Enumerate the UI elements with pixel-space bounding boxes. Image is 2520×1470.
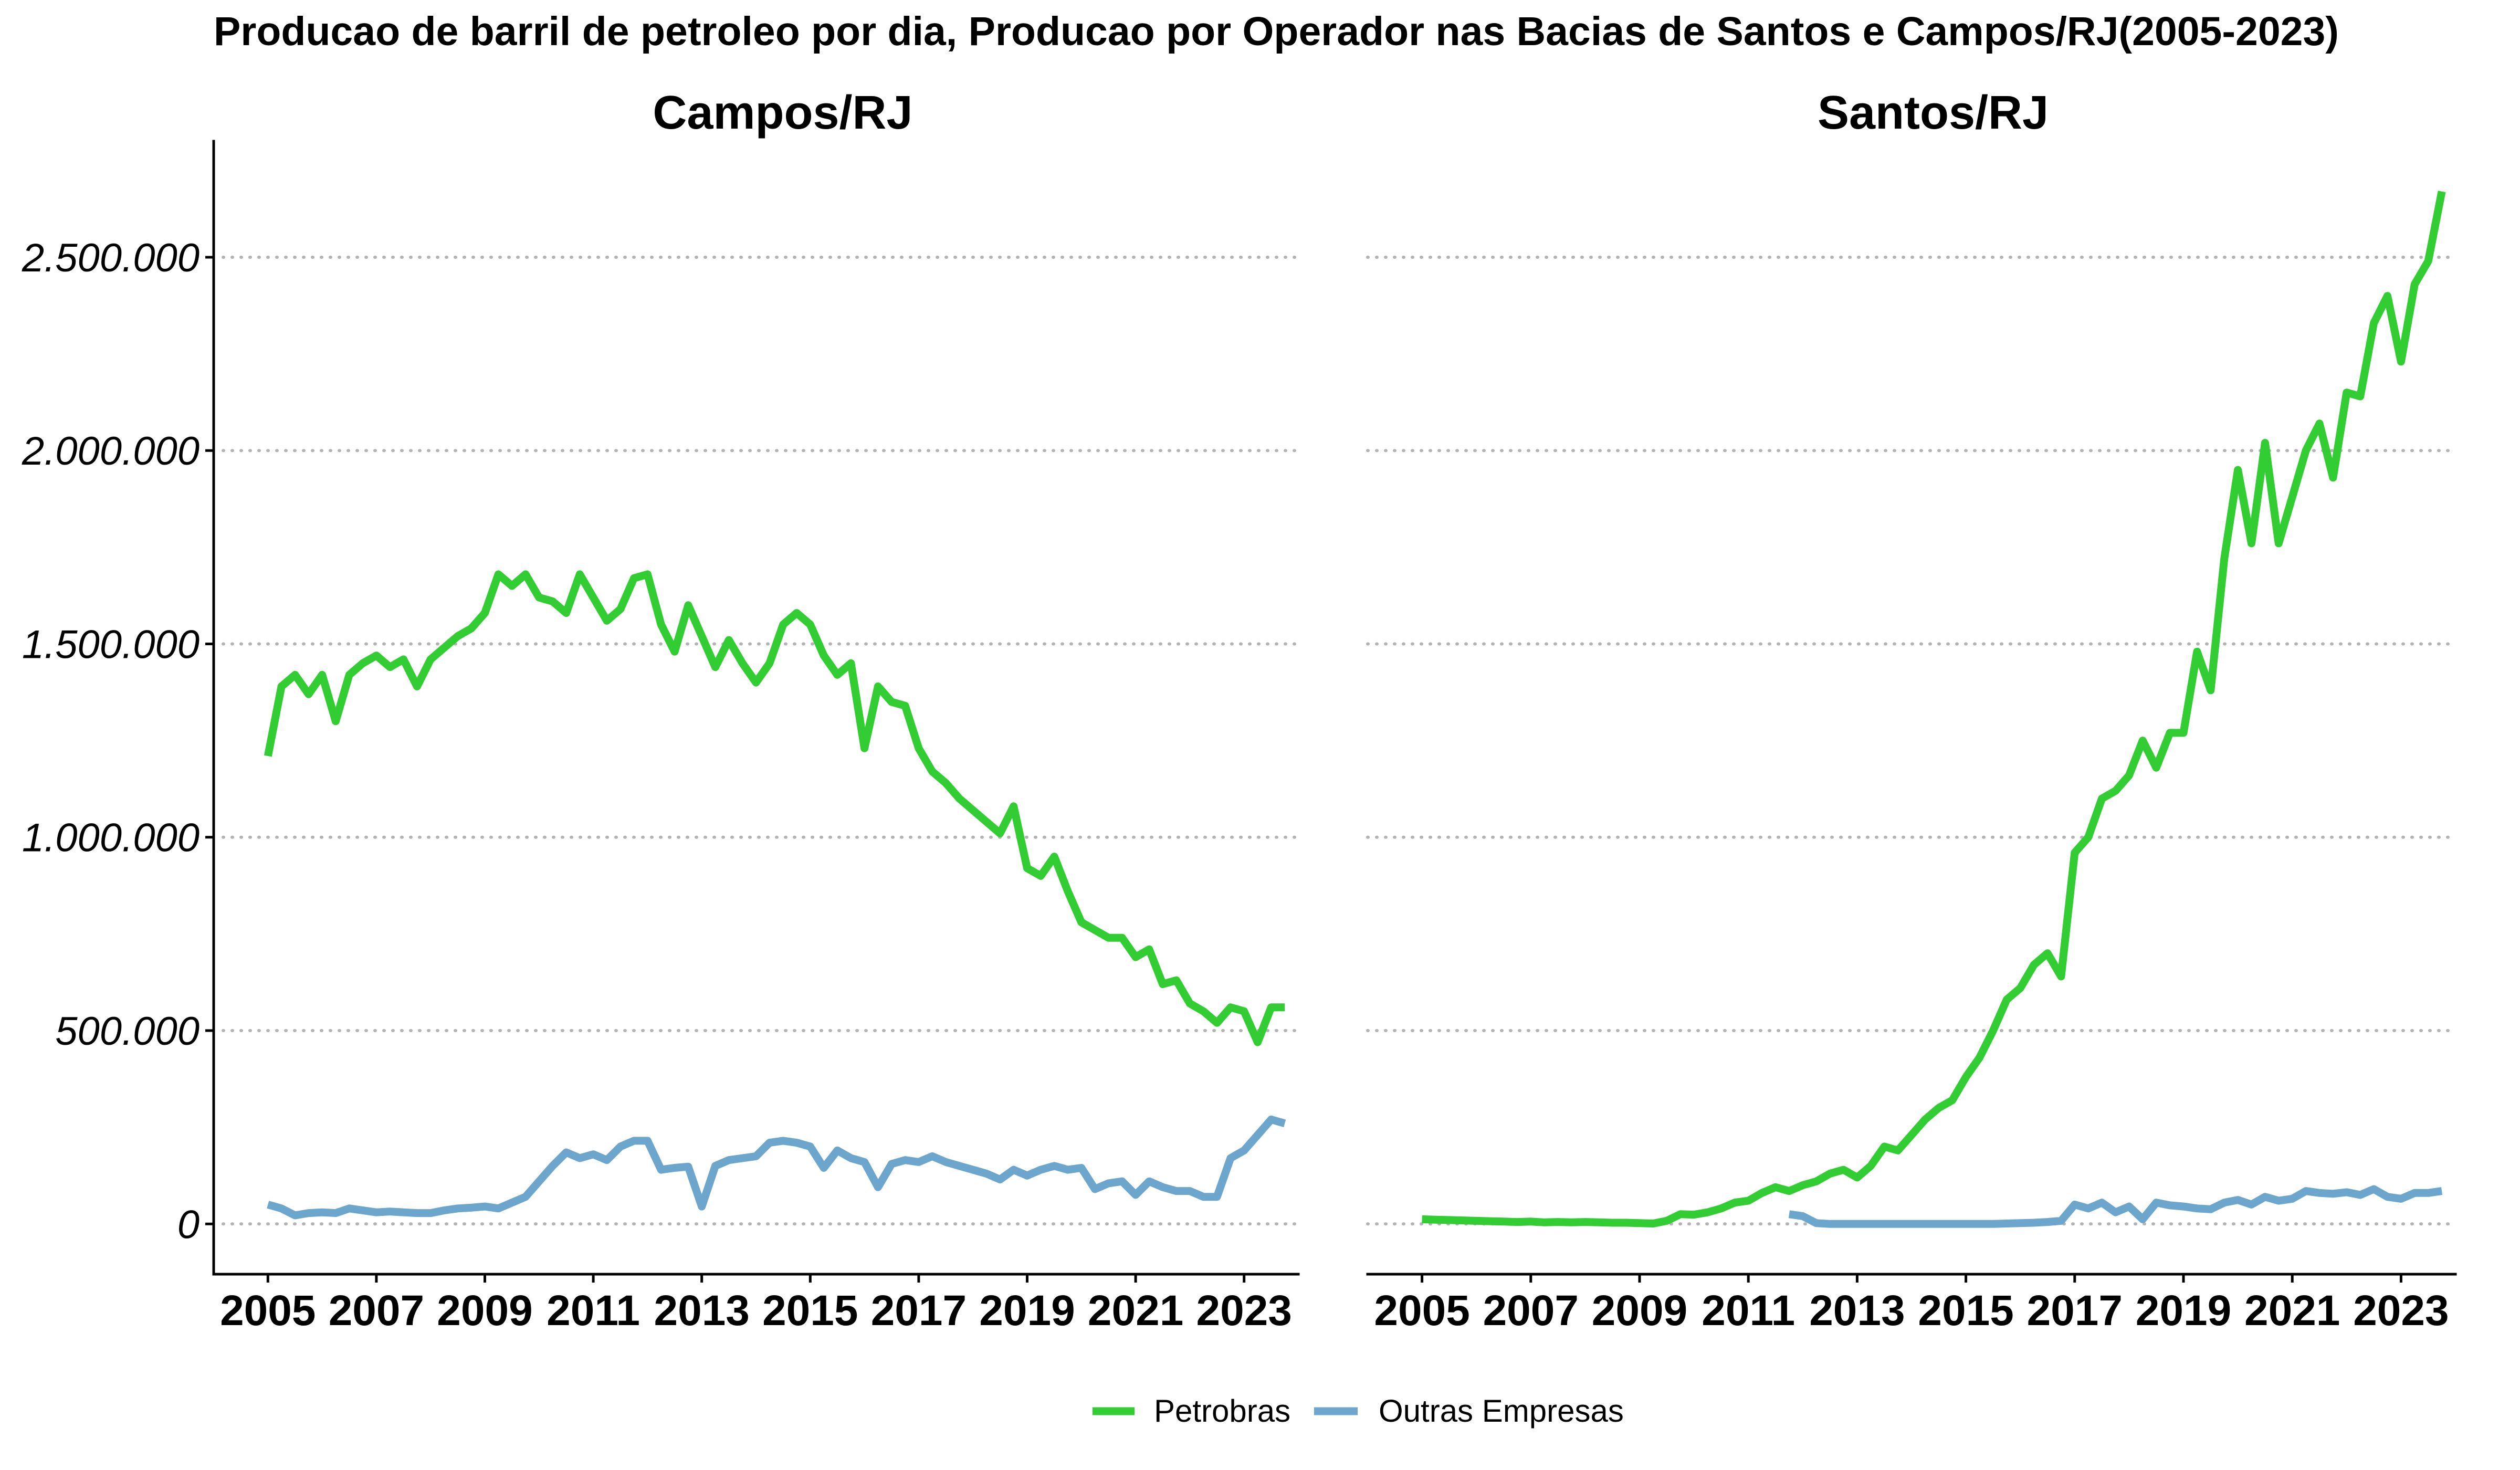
x-tick-label: 2021 xyxy=(1088,1287,1183,1335)
y-tick-label: 2.000.000 xyxy=(22,429,200,474)
x-tick-label: 2013 xyxy=(654,1287,749,1335)
x-tick-label: 2017 xyxy=(2027,1287,2123,1335)
x-tick-label: 2019 xyxy=(979,1287,1075,1335)
x-tick-label: 2023 xyxy=(1196,1287,1292,1335)
x-tick-label: 2007 xyxy=(1483,1287,1579,1335)
chart-title: Producao de barril de petroleo por dia, … xyxy=(214,9,2339,54)
x-tick-label: 2007 xyxy=(329,1287,424,1335)
x-tick-label: 2005 xyxy=(1374,1287,1469,1335)
x-tick-label: 2023 xyxy=(2353,1287,2449,1335)
legend: Petrobras Outras Empresas xyxy=(1093,1393,1624,1429)
y-tick-label: 2.500.000 xyxy=(22,236,200,280)
x-tick-label: 2017 xyxy=(871,1287,967,1335)
y-tick-label: 1.500.000 xyxy=(22,623,200,667)
panel-title-campos: Campos/RJ xyxy=(653,87,912,139)
series-line-petrobras-campos xyxy=(264,570,1285,1046)
series-line-petrobras-santos xyxy=(1422,191,2446,1227)
x-tick-label: 2015 xyxy=(762,1287,858,1335)
axis-ticks: 0 500.000 1.000.000 1.500.000 2.000.000 2.500… xyxy=(22,236,2449,1335)
x-tick-label: 2013 xyxy=(1809,1287,1905,1335)
x-tick-label: 2019 xyxy=(2136,1287,2231,1335)
x-tick-label: 2009 xyxy=(1592,1287,1687,1335)
x-tick-label: 2005 xyxy=(220,1287,316,1335)
panel-title-santos: Santos/RJ xyxy=(1818,87,2049,139)
series-line-outras-empresas-campos xyxy=(267,1115,1286,1220)
axes xyxy=(212,140,2457,1276)
series-line-outras-empresas-santos xyxy=(1788,1185,2443,1228)
legend-label-outras-empresas: Outras Empresas xyxy=(1379,1393,1624,1429)
y-tick-label: 1.000.000 xyxy=(22,816,200,860)
y-tick-label: 500.000 xyxy=(55,1009,200,1054)
legend-label-petrobras: Petrobras xyxy=(1154,1393,1290,1429)
y-tick-label: 0 xyxy=(177,1202,200,1247)
x-tick-label: 2015 xyxy=(1918,1287,2013,1335)
x-tick-label: 2011 xyxy=(547,1287,640,1335)
x-tick-label: 2009 xyxy=(437,1287,532,1335)
series-lines xyxy=(264,191,2446,1228)
x-tick-label: 2011 xyxy=(1702,1287,1795,1335)
x-tick-label: 2021 xyxy=(2244,1287,2340,1335)
